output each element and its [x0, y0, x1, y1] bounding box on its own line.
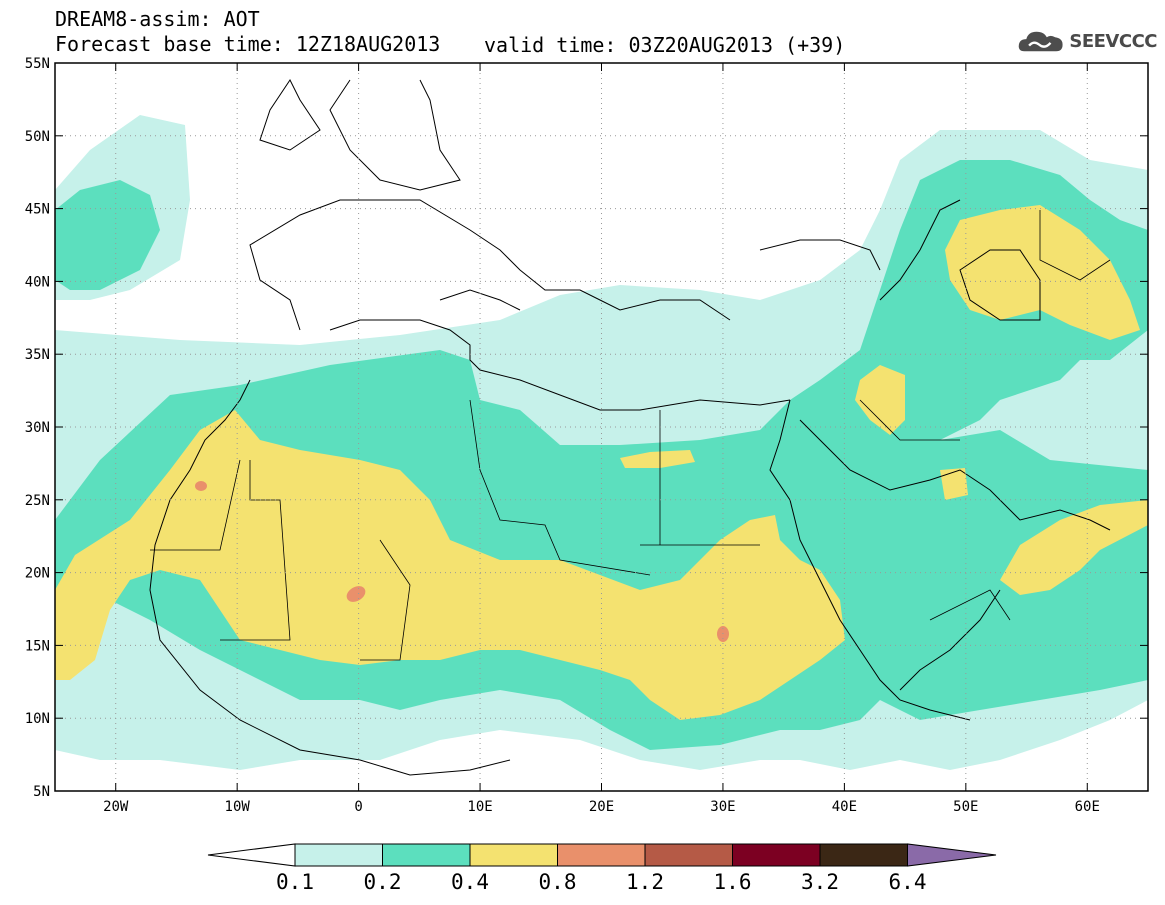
lat-tick-label: 20N: [25, 566, 50, 582]
aot-band-0.4-iraq: [855, 365, 905, 435]
colorbar-segment: [294, 843, 383, 867]
lat-tick-label: 30N: [25, 420, 50, 436]
aot-band-0.4-gulf: [940, 468, 968, 500]
colorbar-label: 3.2: [801, 870, 839, 894]
colorbar-label: 0.4: [451, 870, 489, 894]
colorbar-segment: [382, 843, 471, 867]
colorbar-label: 6.4: [888, 870, 927, 894]
lat-tick-label: 40N: [25, 274, 50, 290]
colorbar-segment: [732, 843, 821, 867]
lon-tick-label: 20W: [103, 799, 129, 815]
latitude-labels: 5N 10N 15N 20N 25N 30N 35N 40N 45N 50N 55N: [25, 56, 50, 800]
lat-tick-label: 15N: [25, 638, 50, 654]
colorbar-segment: [557, 843, 646, 867]
aot-band-0.4-egypt: [620, 450, 695, 468]
cloud-icon: [1018, 31, 1063, 52]
lon-tick-label: 40E: [832, 799, 857, 815]
colorbar: [207, 843, 997, 867]
lon-tick-label: 10W: [225, 799, 251, 815]
colorbar-label: 1.6: [713, 870, 752, 894]
colorbar-label: 0.2: [363, 870, 402, 894]
lat-tick-label: 45N: [25, 202, 50, 218]
aot-band-0.4-oman: [1000, 500, 1148, 595]
lon-tick-label: 60E: [1075, 799, 1100, 815]
lat-tick-label: 35N: [25, 347, 50, 363]
lat-tick-label: 25N: [25, 493, 50, 509]
coastlines: [149, 79, 1111, 776]
lon-tick-label: 20E: [589, 799, 614, 815]
valid-time: valid time: 03Z20AUG2013 (+39): [484, 33, 846, 57]
aot-band-0.8-spot: [195, 481, 207, 491]
lat-tick-label: 50N: [25, 129, 50, 145]
colorbar-label: 1.2: [626, 870, 664, 894]
aot-band-0.4: [55, 410, 845, 720]
lat-tick-label: 10N: [25, 711, 50, 727]
colorbar-segment: [819, 843, 908, 867]
logo-text: SEEVCCC: [1069, 30, 1157, 52]
colorbar-segment: [644, 843, 733, 867]
title-line-2: Forecast base time: 12Z18AUG2013: [55, 32, 441, 56]
lat-tick-label: 55N: [25, 56, 50, 72]
grid-lines: [55, 63, 1148, 791]
lon-tick-label: 50E: [953, 799, 978, 815]
axis-ticks: [55, 62, 1148, 792]
aot-band-0.4-caspian: [945, 205, 1140, 340]
seevccc-logo: SEEVCCC: [1017, 24, 1157, 58]
colorbar-arrow-low: [207, 843, 296, 867]
colorbar-arrow-high: [907, 843, 997, 867]
lon-tick-label: 0: [354, 799, 362, 815]
aot-fields: [55, 79, 1148, 776]
colorbar-label: 0.1: [276, 870, 314, 894]
aot-band-0.2-atlantic: [55, 180, 160, 290]
title-line-1: DREAM8-assim: AOT: [55, 7, 260, 31]
lon-tick-label: 10E: [467, 799, 492, 815]
colorbar-segment: [469, 843, 558, 867]
colorbar-label: 0.8: [538, 870, 577, 894]
lon-tick-label: 30E: [710, 799, 735, 815]
longitude-labels: 20W 10W 0 10E 20E 30E 40E 50E 60E: [103, 799, 1100, 815]
lat-tick-label: 5N: [33, 784, 50, 800]
aot-band-0.8-spot: [346, 586, 366, 602]
